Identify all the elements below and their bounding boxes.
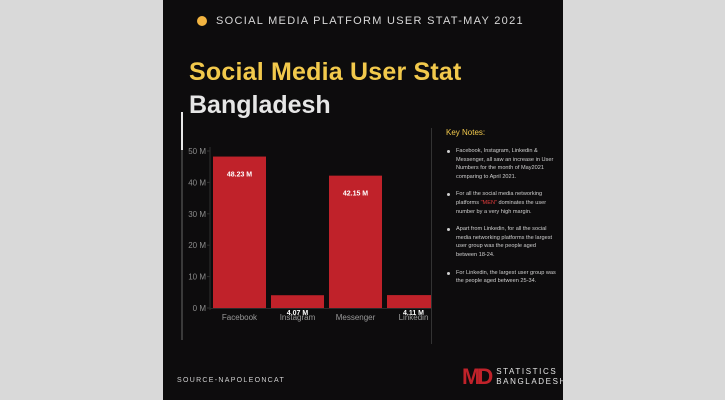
header-tag: SOCIAL MEDIA PLATFORM USER STAT-MAY 2021 <box>197 15 524 27</box>
y-tick-label: 0 M <box>193 304 207 313</box>
vertical-divider-line <box>181 112 183 340</box>
key-note-text-post: dominates the user number by a very high… <box>456 199 547 215</box>
key-note-text: For Linkedin, the largest user group was… <box>456 269 556 285</box>
key-note-item: Facebook, Instagram, Linkedin & Messenge… <box>446 147 558 181</box>
bullet-icon <box>447 150 450 153</box>
bullet-icon <box>447 193 450 197</box>
bar-value-label: 4.11 M <box>403 310 424 317</box>
x-category-label: Linkedin <box>399 313 429 322</box>
key-note-text: Apart from Linkedin, for all the social … <box>456 226 553 258</box>
bar <box>387 295 431 308</box>
infographic-card: SOCIAL MEDIA PLATFORM USER STAT-MAY 2021… <box>163 0 563 400</box>
x-category-label: Instagram <box>280 313 316 322</box>
logo-text: STATISTICS BANGLADESH <box>496 367 563 387</box>
key-note-item: For all the social media networking plat… <box>446 190 558 216</box>
x-category-label: Facebook <box>222 313 258 322</box>
notes-divider <box>431 128 432 344</box>
chart-title: Social Media User Stat <box>189 58 462 86</box>
md-logo-mark: MD <box>462 364 493 389</box>
bar <box>329 175 382 308</box>
logo-line-2: BANGLADESH <box>496 377 563 386</box>
yellow-dot-icon <box>197 16 207 26</box>
bar <box>213 156 266 308</box>
bar-value-label: 48.23 M <box>227 172 252 179</box>
brand-logo: MD STATISTICS BANGLADESH <box>462 364 563 390</box>
bar-chart: 0 M 10 M 20 M 30 M 40 M 50 M 48.23 M Facebook 4.… <box>188 147 431 322</box>
bar-value-label: 42.15 M <box>343 191 368 198</box>
bar <box>271 295 324 308</box>
key-note-text: Facebook, Instagram, Linkedin & Messenge… <box>456 148 554 180</box>
key-note-text-pre: For all the social media networking plat… <box>456 191 543 206</box>
y-tick-label: 30 M <box>188 210 206 219</box>
key-notes-panel: Key Notes: Facebook, Instagram, Linkedin… <box>446 128 558 295</box>
bullet-icon <box>447 228 450 232</box>
bar-value-label: 4.07 M <box>287 310 309 317</box>
header-tag-text: SOCIAL MEDIA PLATFORM USER STAT-MAY 2021 <box>216 15 524 27</box>
key-note-item: For Linkedin, the largest user group was… <box>446 269 558 286</box>
key-notes-title: Key Notes: <box>446 128 486 137</box>
bullet-icon <box>447 271 450 275</box>
source-label: SOURCE-NAPOLEONCAT <box>177 377 286 384</box>
logo-line-1: STATISTICS <box>496 367 558 376</box>
y-tick-label: 20 M <box>188 241 206 250</box>
vertical-accent-line <box>181 112 183 150</box>
x-category-label: Messenger <box>336 313 376 322</box>
y-tick-label: 40 M <box>188 178 206 187</box>
y-tick-label: 10 M <box>188 273 206 282</box>
y-tick-label: 50 M <box>188 147 206 156</box>
key-note-emphasis: "MEN" <box>480 199 497 206</box>
key-note-item: Apart from Linkedin, for all the social … <box>446 225 558 259</box>
chart-subtitle: Bangladesh <box>189 91 331 119</box>
